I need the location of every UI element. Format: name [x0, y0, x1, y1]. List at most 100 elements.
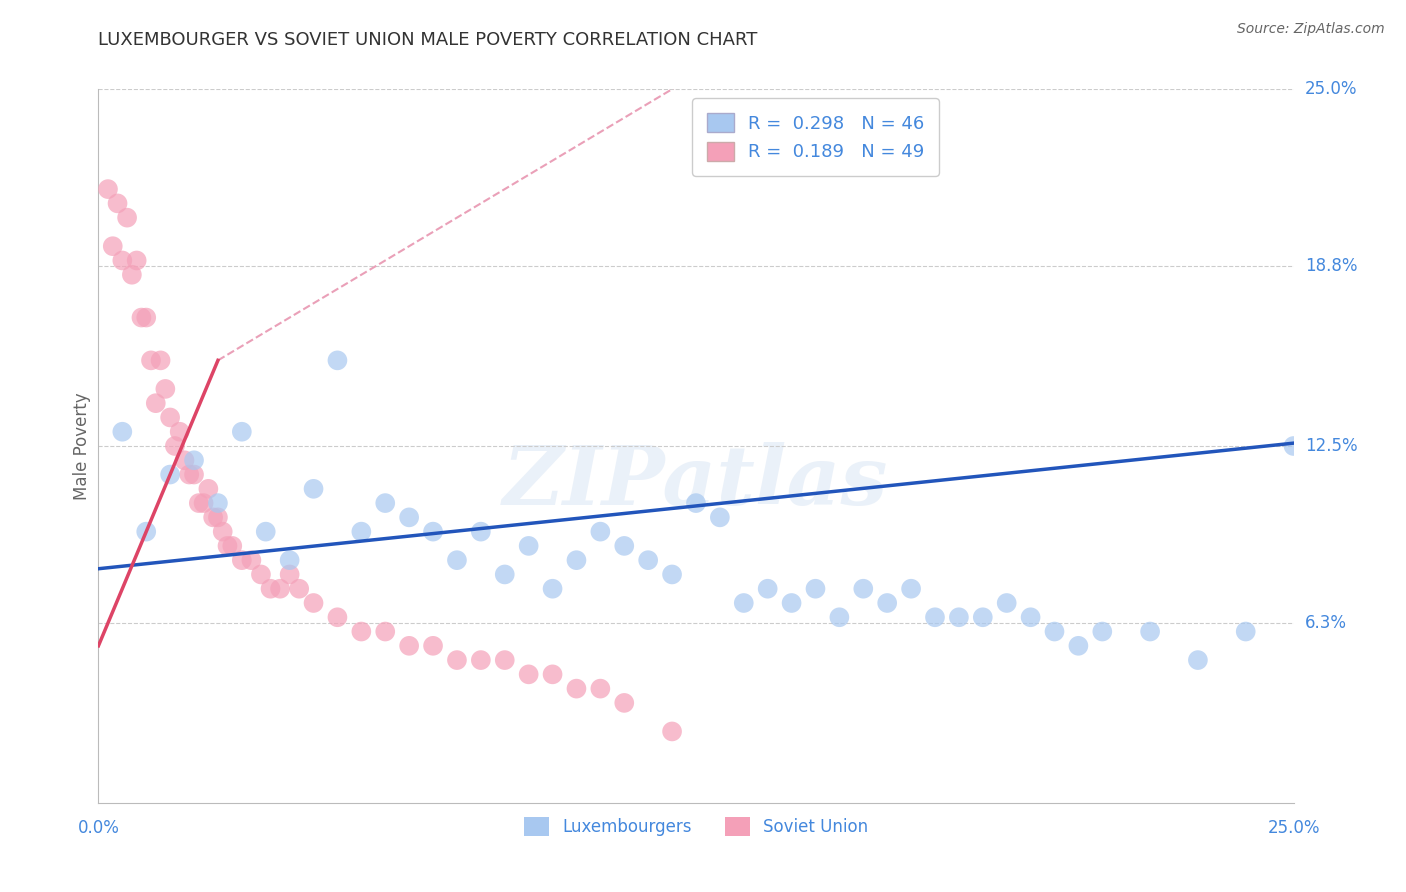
- Point: [517, 667, 540, 681]
- Point: [422, 639, 444, 653]
- Point: [193, 496, 215, 510]
- Point: [470, 524, 492, 539]
- Point: [637, 553, 659, 567]
- Point: [259, 582, 281, 596]
- Point: [1019, 610, 1042, 624]
- Point: [733, 596, 755, 610]
- Point: [254, 524, 277, 539]
- Point: [1234, 624, 1257, 639]
- Y-axis label: Male Poverty: Male Poverty: [73, 392, 91, 500]
- Point: [207, 510, 229, 524]
- Point: [780, 596, 803, 610]
- Point: [613, 539, 636, 553]
- Point: [565, 553, 588, 567]
- Point: [565, 681, 588, 696]
- Point: [374, 496, 396, 510]
- Point: [661, 567, 683, 582]
- Point: [326, 610, 349, 624]
- Point: [756, 582, 779, 596]
- Point: [131, 310, 153, 325]
- Point: [135, 524, 157, 539]
- Point: [852, 582, 875, 596]
- Point: [240, 553, 263, 567]
- Point: [145, 396, 167, 410]
- Point: [446, 553, 468, 567]
- Point: [995, 596, 1018, 610]
- Point: [709, 510, 731, 524]
- Point: [1282, 439, 1305, 453]
- Point: [398, 639, 420, 653]
- Point: [494, 567, 516, 582]
- Point: [187, 496, 209, 510]
- Point: [972, 610, 994, 624]
- Text: 12.5%: 12.5%: [1305, 437, 1357, 455]
- Point: [197, 482, 219, 496]
- Point: [231, 553, 253, 567]
- Point: [422, 524, 444, 539]
- Point: [107, 196, 129, 211]
- Point: [135, 310, 157, 325]
- Point: [924, 610, 946, 624]
- Point: [1091, 624, 1114, 639]
- Point: [1187, 653, 1209, 667]
- Point: [149, 353, 172, 368]
- Point: [169, 425, 191, 439]
- Point: [589, 681, 612, 696]
- Text: LUXEMBOURGER VS SOVIET UNION MALE POVERTY CORRELATION CHART: LUXEMBOURGER VS SOVIET UNION MALE POVERT…: [98, 31, 758, 49]
- Point: [876, 596, 898, 610]
- Legend: Luxembourgers, Soviet Union: Luxembourgers, Soviet Union: [516, 809, 876, 845]
- Point: [278, 567, 301, 582]
- Point: [374, 624, 396, 639]
- Point: [278, 553, 301, 567]
- Point: [302, 482, 325, 496]
- Point: [155, 382, 177, 396]
- Point: [221, 539, 243, 553]
- Point: [900, 582, 922, 596]
- Point: [804, 582, 827, 596]
- Point: [179, 467, 201, 482]
- Point: [302, 596, 325, 610]
- Point: [948, 610, 970, 624]
- Point: [494, 653, 516, 667]
- Point: [211, 524, 233, 539]
- Point: [207, 496, 229, 510]
- Point: [121, 268, 143, 282]
- Point: [159, 467, 181, 482]
- Point: [139, 353, 162, 368]
- Text: 6.3%: 6.3%: [1305, 614, 1347, 632]
- Point: [288, 582, 311, 596]
- Point: [470, 653, 492, 667]
- Point: [446, 653, 468, 667]
- Point: [685, 496, 707, 510]
- Point: [231, 425, 253, 439]
- Point: [589, 524, 612, 539]
- Point: [202, 510, 225, 524]
- Point: [541, 667, 564, 681]
- Point: [1043, 624, 1066, 639]
- Point: [1067, 639, 1090, 653]
- Point: [661, 724, 683, 739]
- Point: [159, 410, 181, 425]
- Point: [326, 353, 349, 368]
- Text: ZIPatlas: ZIPatlas: [503, 442, 889, 522]
- Point: [398, 510, 420, 524]
- Point: [183, 453, 205, 467]
- Point: [350, 624, 373, 639]
- Point: [1139, 624, 1161, 639]
- Point: [217, 539, 239, 553]
- Point: [613, 696, 636, 710]
- Point: [350, 524, 373, 539]
- Text: Source: ZipAtlas.com: Source: ZipAtlas.com: [1237, 22, 1385, 37]
- Point: [269, 582, 291, 596]
- Point: [828, 610, 851, 624]
- Text: 18.8%: 18.8%: [1305, 257, 1357, 275]
- Point: [111, 425, 134, 439]
- Text: 25.0%: 25.0%: [1305, 80, 1357, 98]
- Point: [111, 253, 134, 268]
- Point: [125, 253, 148, 268]
- Point: [163, 439, 186, 453]
- Point: [183, 467, 205, 482]
- Point: [115, 211, 138, 225]
- Point: [250, 567, 273, 582]
- Point: [517, 539, 540, 553]
